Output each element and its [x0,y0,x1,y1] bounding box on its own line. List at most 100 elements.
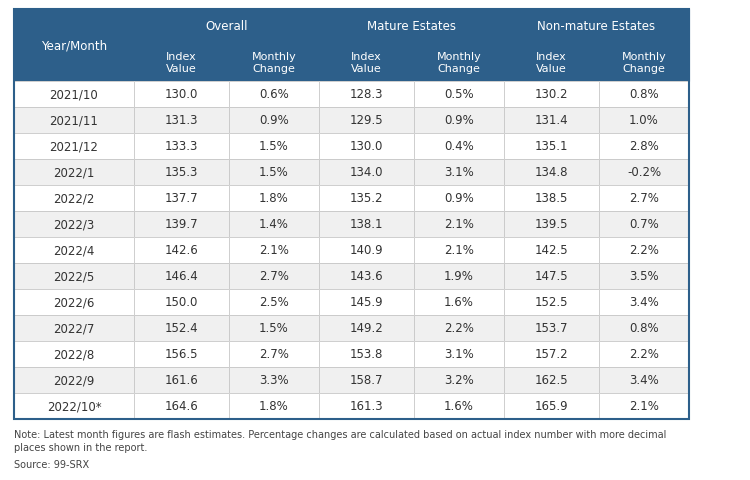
Bar [599,82,689,108]
Bar [134,186,229,212]
Bar [414,186,504,212]
Bar [599,393,689,419]
Bar [414,289,504,315]
Text: 2022/9: 2022/9 [53,374,94,387]
Bar [319,315,414,341]
Bar [504,108,599,134]
Bar [599,186,689,212]
Bar [414,264,504,289]
Bar [134,44,229,82]
Bar [134,108,229,134]
Text: 150.0: 150.0 [165,296,198,309]
Text: 164.6: 164.6 [165,400,198,413]
Bar [504,393,599,419]
Text: 145.9: 145.9 [350,296,383,309]
Bar [229,212,319,238]
Bar [319,238,414,264]
Bar [599,44,689,82]
Bar [414,108,504,134]
Bar [14,82,134,108]
Text: 138.1: 138.1 [350,218,383,231]
Text: 161.3: 161.3 [350,400,383,413]
Text: 135.1: 135.1 [535,140,568,153]
Text: 3.1%: 3.1% [444,166,474,179]
Text: 142.6: 142.6 [165,244,198,257]
Bar [599,186,689,212]
Bar [504,10,689,44]
Text: 2022/4: 2022/4 [53,244,94,257]
Bar [599,289,689,315]
Bar [414,315,504,341]
Bar [599,367,689,393]
Bar [134,134,229,160]
Text: 153.8: 153.8 [350,348,383,361]
Text: 2.2%: 2.2% [629,244,659,257]
Bar [14,238,134,264]
Bar [319,212,414,238]
Bar [134,212,229,238]
Bar [229,264,319,289]
Bar [229,367,319,393]
Bar [599,289,689,315]
Bar [599,315,689,341]
Bar [134,186,229,212]
Bar [504,238,599,264]
Bar [414,160,504,186]
Bar [319,186,414,212]
Bar [134,82,229,108]
Text: 0.5%: 0.5% [444,88,474,101]
Text: Monthly
Change: Monthly Change [436,52,482,74]
Text: 130.2: 130.2 [535,88,568,101]
Bar [229,393,319,419]
Bar [504,264,599,289]
Text: 2022/1: 2022/1 [53,166,94,179]
Bar [229,82,319,108]
Text: 134.0: 134.0 [350,166,383,179]
Bar [319,238,414,264]
Bar [134,341,229,367]
Bar [14,186,134,212]
Text: 1.5%: 1.5% [260,322,289,335]
Bar [134,289,229,315]
Bar [14,82,134,108]
Bar [134,160,229,186]
Bar [14,393,134,419]
Bar [134,108,229,134]
Bar [14,212,134,238]
Text: 128.3: 128.3 [350,88,383,101]
Text: Year/Month: Year/Month [41,39,107,52]
Text: 3.5%: 3.5% [629,270,658,283]
Text: 2.2%: 2.2% [629,348,659,361]
Bar [504,212,599,238]
Bar [229,108,319,134]
Bar [599,108,689,134]
Text: 157.2: 157.2 [535,348,568,361]
Bar [229,315,319,341]
Bar [599,315,689,341]
Text: 152.5: 152.5 [535,296,568,309]
Bar [134,341,229,367]
Bar [414,212,504,238]
Text: Source: 99-SRX: Source: 99-SRX [14,459,89,469]
Bar [414,44,504,82]
Text: 3.4%: 3.4% [629,374,658,387]
Bar [134,10,319,44]
Bar [319,44,414,82]
Bar [14,134,134,160]
Bar [599,212,689,238]
Bar [134,82,229,108]
Bar [229,44,319,82]
Bar [14,10,134,82]
Bar [319,341,414,367]
Bar [14,315,134,341]
Bar [14,134,134,160]
Text: 2022/7: 2022/7 [53,322,94,335]
Bar [504,289,599,315]
Bar [414,82,504,108]
Text: 1.5%: 1.5% [260,140,289,153]
Text: 0.6%: 0.6% [260,88,289,101]
Bar [599,238,689,264]
Bar [599,367,689,393]
Bar [414,264,504,289]
Bar [14,10,689,419]
